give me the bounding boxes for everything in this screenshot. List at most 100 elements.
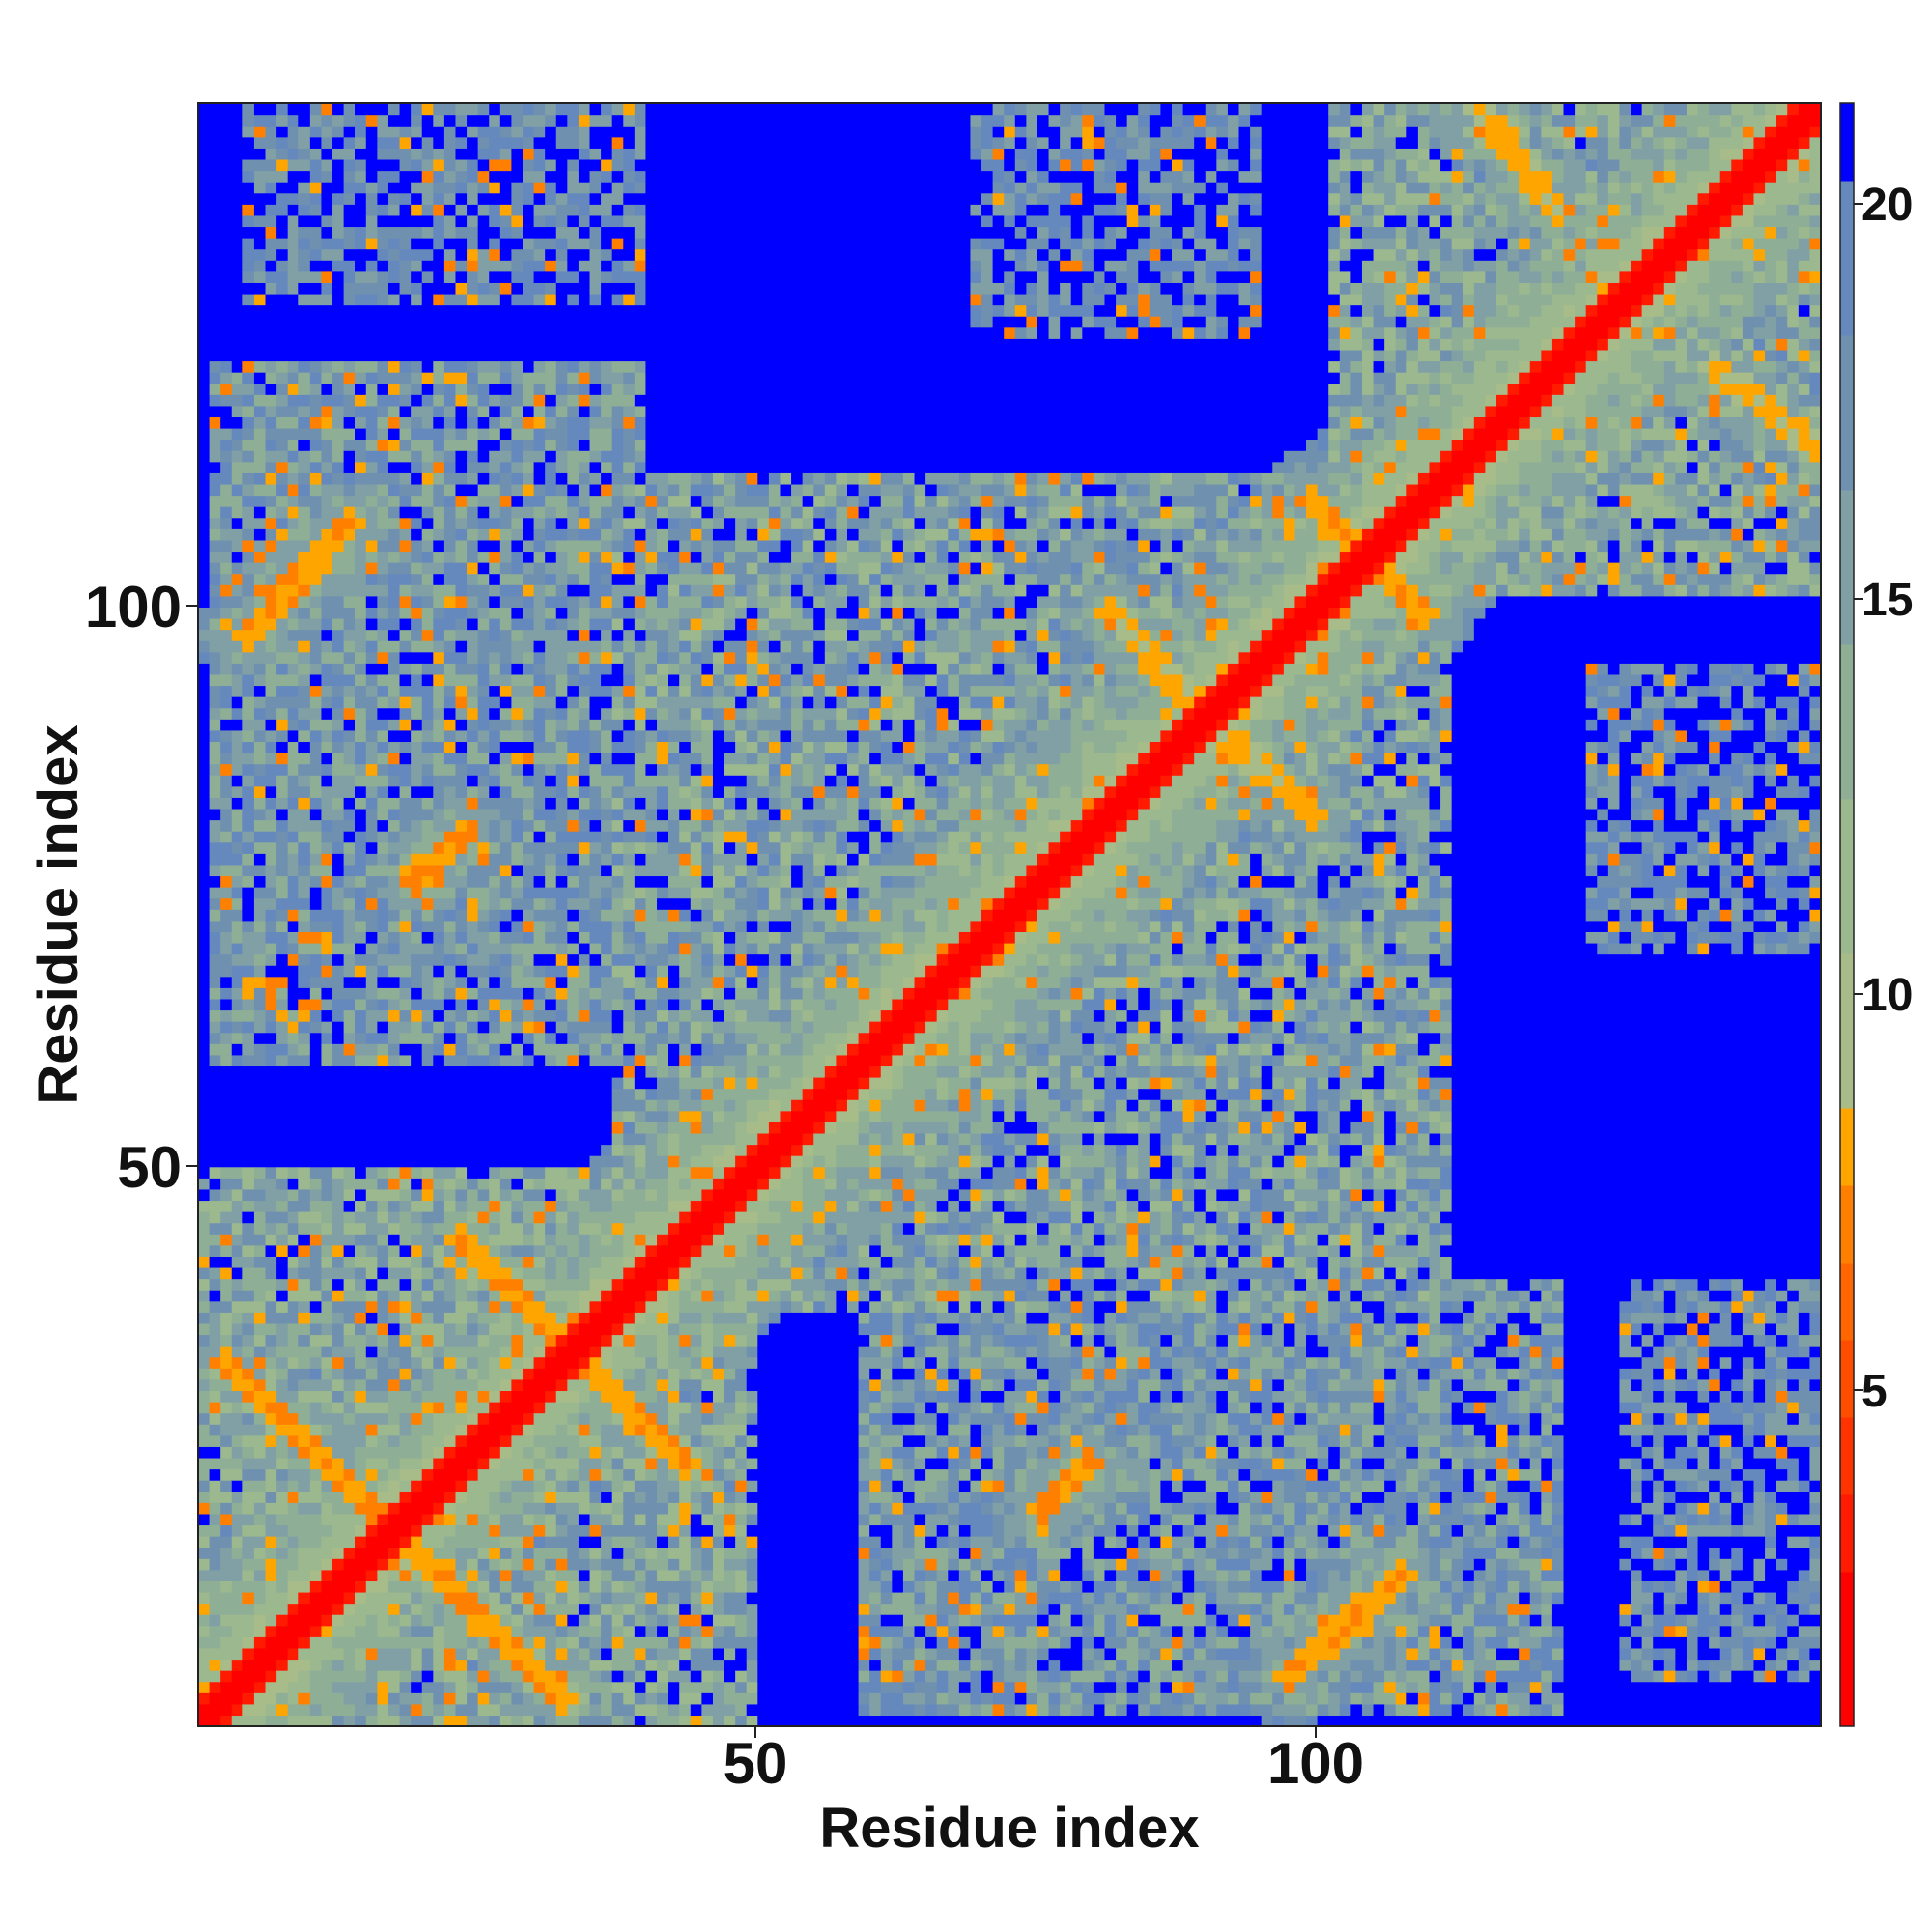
heatmap-cell	[377, 987, 389, 1000]
heatmap-cell	[489, 942, 501, 955]
heatmap-cell	[443, 416, 457, 429]
heatmap-cell	[489, 1312, 501, 1324]
heatmap-cell	[220, 1088, 233, 1100]
heatmap-cell	[578, 1290, 591, 1302]
heatmap-cell	[220, 1659, 233, 1671]
heatmap-cell	[477, 528, 490, 541]
heatmap-cell	[489, 1524, 501, 1537]
heatmap-cell	[455, 853, 468, 866]
heatmap-cell	[399, 182, 412, 194]
heatmap-cell	[287, 640, 299, 653]
heatmap-cell	[287, 1234, 299, 1246]
heatmap-cell	[332, 349, 345, 362]
heatmap-cell	[242, 1491, 255, 1503]
heatmap-cell	[309, 729, 323, 743]
heatmap-cell	[511, 1647, 524, 1661]
heatmap-cell	[321, 282, 333, 295]
heatmap-cell	[411, 1412, 423, 1425]
heatmap-cell	[477, 763, 490, 776]
heatmap-cell	[332, 528, 345, 541]
heatmap-cell	[499, 707, 513, 720]
heatmap-cell	[467, 931, 479, 944]
heatmap-cell	[421, 1659, 434, 1671]
heatmap-cell	[511, 528, 524, 541]
heatmap-cell	[265, 528, 277, 541]
heatmap-cell	[365, 965, 378, 978]
heatmap-cell	[365, 1144, 378, 1156]
heatmap-cell	[477, 136, 490, 149]
heatmap-cell	[343, 987, 355, 1000]
heatmap-cell	[321, 763, 333, 776]
heatmap-cell	[198, 853, 211, 866]
heatmap-cell	[343, 741, 355, 753]
heatmap-cell	[545, 763, 557, 776]
heatmap-cell	[411, 1558, 423, 1571]
heatmap-cell	[253, 953, 267, 966]
heatmap-cell	[198, 1524, 211, 1537]
heatmap-cell	[523, 1278, 535, 1291]
heatmap-cell	[467, 1502, 479, 1515]
heatmap-cell	[387, 942, 401, 955]
heatmap-cell	[499, 887, 513, 899]
heatmap-cell	[355, 1166, 367, 1179]
heatmap-cell	[377, 808, 389, 821]
heatmap-cell	[489, 1088, 501, 1100]
heatmap-cell	[231, 1603, 243, 1615]
heatmap-cell	[253, 1266, 267, 1280]
heatmap-cell	[220, 1647, 233, 1661]
heatmap-cell	[287, 1054, 299, 1067]
heatmap-cell	[567, 931, 580, 944]
heatmap-cell	[343, 775, 355, 787]
heatmap-cell	[399, 909, 412, 922]
heatmap-cell	[511, 897, 524, 910]
heatmap-cell	[443, 1043, 457, 1056]
heatmap-cell	[533, 887, 546, 899]
heatmap-cell	[231, 707, 243, 720]
heatmap-cell	[489, 1155, 501, 1168]
heatmap-cell	[477, 617, 490, 631]
heatmap-cell	[489, 808, 501, 821]
heatmap-cell	[321, 729, 333, 743]
heatmap-cell	[377, 1290, 389, 1302]
heatmap-cell	[198, 1659, 211, 1671]
heatmap-cell	[265, 214, 277, 228]
heatmap-cell	[533, 1659, 546, 1671]
heatmap-cell	[198, 1625, 211, 1637]
heatmap-cell	[355, 428, 367, 440]
heatmap-cell	[489, 987, 501, 1000]
heatmap-cell	[298, 1088, 311, 1100]
heatmap-cell	[355, 1256, 367, 1268]
heatmap-cell	[209, 1647, 221, 1661]
heatmap-cell	[511, 1266, 524, 1280]
heatmap-cell	[343, 797, 355, 810]
heatmap-cell	[477, 539, 490, 553]
heatmap-cell	[533, 909, 546, 922]
heatmap-cell	[499, 103, 513, 116]
heatmap-cell	[377, 1054, 389, 1067]
heatmap-cell	[545, 148, 557, 160]
heatmap-cell	[523, 1088, 535, 1100]
heatmap-cell	[309, 1692, 323, 1705]
heatmap-cell	[533, 1065, 546, 1078]
heatmap-cell	[231, 831, 243, 843]
heatmap-cell	[399, 1636, 412, 1649]
heatmap-cell	[455, 1446, 468, 1459]
heatmap-cell	[332, 595, 345, 608]
heatmap-cell	[287, 729, 299, 743]
heatmap-cell	[265, 1536, 277, 1548]
heatmap-cell	[499, 304, 513, 317]
heatmap-cell	[220, 808, 233, 821]
heatmap-cell	[309, 405, 323, 418]
heatmap-cell	[309, 1502, 323, 1515]
heatmap-cell	[567, 1468, 580, 1481]
heatmap-cell	[309, 1536, 323, 1548]
heatmap-cell	[309, 1659, 323, 1671]
heatmap-cell	[443, 729, 457, 743]
heatmap-cell	[455, 103, 468, 116]
heatmap-cell	[253, 1178, 267, 1190]
heatmap-cell	[343, 562, 355, 575]
heatmap-cell	[198, 148, 211, 160]
heatmap-cell	[421, 819, 434, 832]
heatmap-cell	[411, 887, 423, 899]
heatmap-cell	[523, 741, 535, 753]
